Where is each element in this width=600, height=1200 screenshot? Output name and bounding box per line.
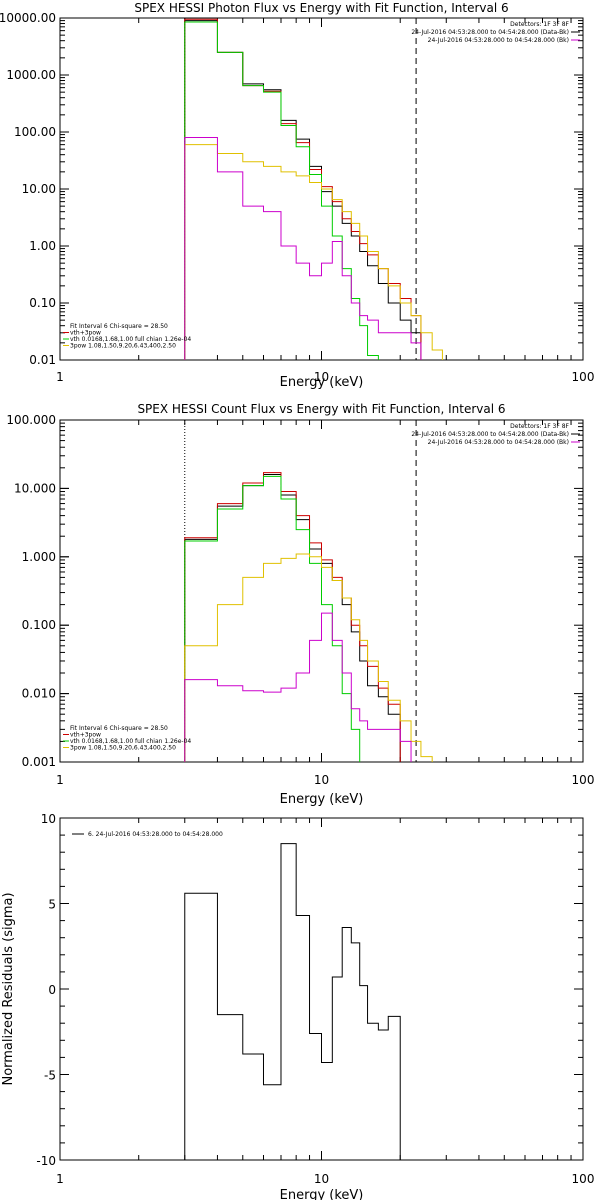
chart-title: SPEX HESSI Photon Flux vs Energy with Fi… [134,1,508,15]
series-thermal [184,475,361,762]
x-axis-label: Energy (keV) [280,792,364,807]
y-tick-label: -5 [44,1069,56,1083]
header-line: Detectors: 1F 3F 8F [510,21,569,28]
y-tick-label: 1.00 [29,239,56,253]
plot-frame [59,817,584,1161]
x-tick-label: 1 [56,370,64,384]
x-tick-label: 10 [314,370,329,384]
legend-entry: 6. 24-Jul-2016 04:53:28.000 to 04:54:28.… [88,831,223,838]
x-axis-label: Energy (keV) [280,375,364,390]
series-background [184,137,422,360]
header-line: Detectors: 1F 3F 8F [510,423,569,430]
legend-entry: vth+3pow [70,732,101,739]
legend: Fit Interval 6 Chi-square = 28.50vth+3po… [63,323,191,350]
legend-entry: 3pow 1.08,1.50,9.20,6.43,400,2.50 [70,745,176,752]
header-line: 24-Jul-2016 04:53:28.000 to 04:54:28.000… [428,37,569,44]
y-tick-label: -10 [36,1154,56,1168]
header-line: 24-Jul-2016 04:53:28.000 to 04:54:28.000… [411,431,569,438]
y-axis-label: Normalized Residuals (sigma) [1,892,16,1085]
y-tick-label: 0 [48,983,56,997]
y-tick-label: 0.100 [22,618,56,632]
chart-1: SPEX HESSI Photon Flux vs Energy with Fi… [0,1,594,390]
x-tick-label: 100 [572,773,595,787]
series-group [184,472,433,762]
chart-2: SPEX HESSI Count Flux vs Energy with Fit… [6,402,594,807]
series-total [184,18,422,360]
series-background [184,612,412,762]
series-nonthermal [184,144,443,360]
x-tick-label: 100 [572,370,595,384]
y-tick-label: 1000.00 [6,68,56,82]
series-group [184,18,443,360]
x-axis-label: Energy (keV) [280,1188,364,1200]
x-tick-label: 100 [572,1172,595,1186]
y-tick-label: 10.000 [14,481,56,495]
chart-title: SPEX HESSI Count Flux vs Energy with Fit… [137,402,505,416]
y-tick-label: 1.000 [22,550,56,564]
y-tick-label: 0.10 [29,296,56,310]
legend-entry: Fit Interval 6 Chi-square = 28.50 [70,323,168,330]
y-tick-label: 10 [41,812,56,826]
x-tick-label: 1 [56,773,64,787]
x-tick-label: 10 [314,773,329,787]
series-total [184,472,401,762]
legend-entry: 3pow 1.08,1.50,9.20,6.43,400,2.50 [70,343,176,350]
y-tick-label: 100.000 [6,413,56,427]
series-data [184,20,422,360]
y-axis: 0.01 0.10 1.00 10.00 100.00 1000.00 10000.00 [0,11,583,367]
x-tick-label: 1 [56,1172,64,1186]
series-group [184,843,401,1160]
x-axis: 1 10 100 [56,420,594,787]
series-nonthermal [184,553,433,762]
y-tick-label: 0.001 [22,755,56,769]
series-thermal [184,21,379,360]
y-tick-label: 100.00 [14,125,56,139]
header-line: 24-Jul-2016 04:53:28.000 to 04:54:28.000… [411,29,569,36]
legend-entry: vth+3pow [70,330,101,337]
chart-3: 1 10 100 Energy (keV) -10 -5 0 5 10 Normalized Re… [1,812,594,1200]
legend-entry: vth 0.0168,1.68,1.00 full chian 1.26e-04 [70,336,191,343]
y-tick-label: 10000.00 [0,11,56,25]
x-axis: 1 10 100 [56,18,594,384]
x-tick-label: 10 [314,1172,329,1186]
y-tick-label: 10.00 [22,182,56,196]
x-axis: 1 10 100 [56,818,594,1186]
legend-entry: vth 0.0168,1.68,1.00 full chian 1.26e-04 [70,738,191,745]
y-axis: 0.001 0.010 0.100 1.000 10.000 100.000 [6,413,583,769]
header-line: 24-Jul-2016 04:53:28.000 to 04:54:28.000… [428,439,569,446]
y-tick-label: 5 [48,898,56,912]
y-tick-label: 0.010 [22,687,56,701]
y-tick-label: 0.01 [29,353,56,367]
series-data [184,843,401,1160]
legend: 6. 24-Jul-2016 04:53:28.000 to 04:54:28.… [72,831,223,838]
y-axis: -10 -5 0 5 10 [36,812,583,1168]
legend-entry: Fit Interval 6 Chi-square = 28.50 [70,725,168,732]
legend: Fit Interval 6 Chi-square = 28.50vth+3po… [63,725,191,752]
